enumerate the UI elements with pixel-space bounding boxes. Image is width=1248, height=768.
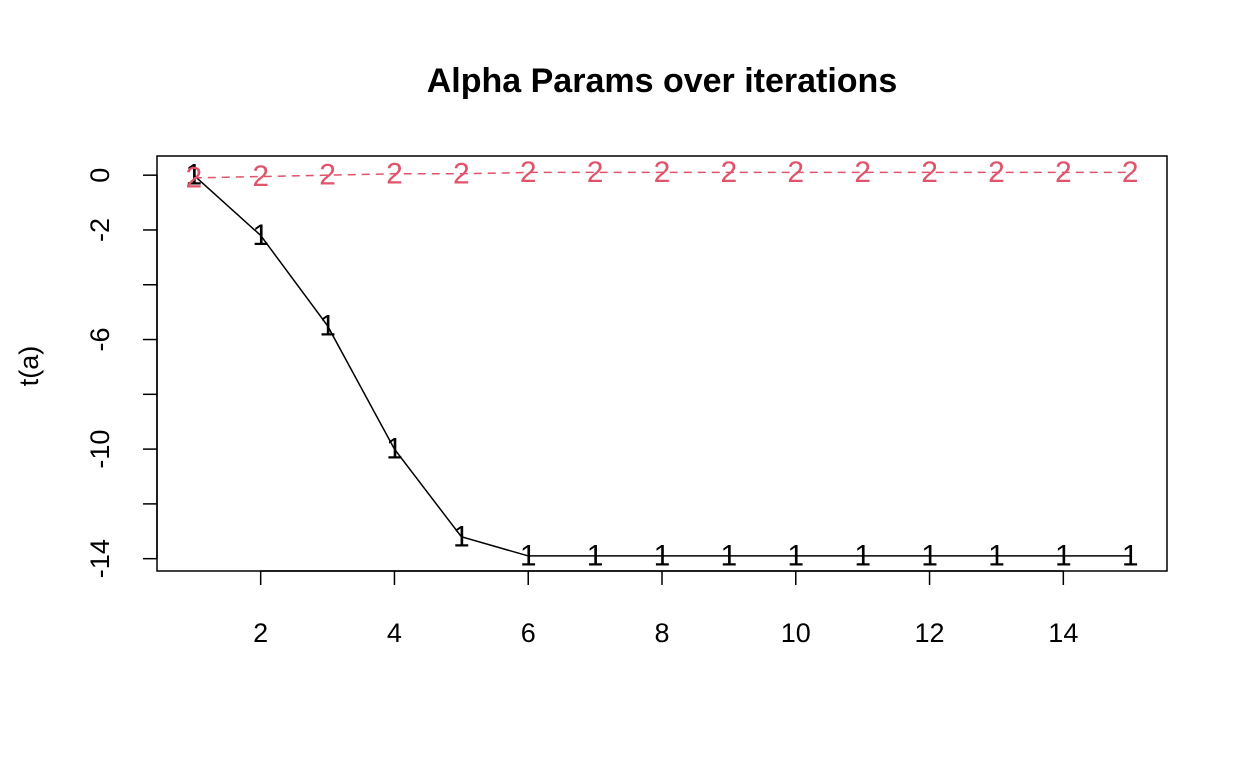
data-point: 1 — [386, 433, 403, 466]
data-point: 1 — [1122, 539, 1139, 572]
data-point: 1 — [185, 159, 202, 192]
data-point: 1 — [520, 539, 537, 572]
data-point: 1 — [319, 309, 336, 342]
data-point: 2 — [185, 161, 202, 194]
y-axis: 0 -2 -6 -10 -14 — [85, 168, 158, 578]
data-point: 2 — [520, 156, 537, 189]
data-point: 2 — [453, 157, 470, 190]
x-tick-label: 6 — [521, 618, 536, 648]
data-point: 1 — [587, 539, 604, 572]
data-point: 2 — [921, 156, 938, 189]
series-line — [193, 174, 1131, 557]
chart-title: Alpha Params over iterations — [427, 62, 898, 100]
plot-frame — [156, 155, 1168, 572]
x-tick-label: 14 — [1048, 618, 1078, 648]
series-line — [193, 171, 1131, 179]
data-point: 2 — [654, 156, 671, 189]
data-point: 1 — [654, 539, 671, 572]
data-point: 1 — [252, 219, 269, 252]
data-point: 1 — [721, 539, 738, 572]
data-point: 2 — [1122, 156, 1139, 189]
x-tick-label: 12 — [915, 618, 945, 648]
data-point: 1 — [921, 539, 938, 572]
x-axis: 2 4 6 8 10 12 14 — [253, 570, 1078, 648]
data-point: 1 — [787, 539, 804, 572]
y-tick-label: -6 — [85, 328, 115, 352]
data-point: 1 — [988, 539, 1005, 572]
y-tick-label: -2 — [85, 218, 115, 242]
x-tick-label: 2 — [253, 618, 268, 648]
data-point: 2 — [252, 160, 269, 193]
y-tick-label: -14 — [85, 539, 115, 578]
series-2: 2 2 2 2 2 2 2 2 2 2 2 2 2 2 2 — [185, 156, 1138, 194]
y-tick-label: 0 — [85, 168, 115, 183]
data-point: 2 — [319, 159, 336, 192]
y-tick-label: -10 — [85, 430, 115, 469]
series-1: 1 1 1 1 1 1 1 1 1 1 1 1 1 1 1 — [185, 159, 1138, 573]
data-point: 2 — [721, 156, 738, 189]
data-point: 2 — [854, 156, 871, 189]
x-tick-label: 4 — [387, 618, 402, 648]
data-point: 2 — [1055, 156, 1072, 189]
data-point: 1 — [453, 520, 470, 553]
data-point: 1 — [1055, 539, 1072, 572]
data-point: 2 — [988, 156, 1005, 189]
x-tick-label: 10 — [781, 618, 811, 648]
x-tick-label: 8 — [654, 618, 669, 648]
data-point: 2 — [386, 157, 403, 190]
y-axis-label: t(a) — [14, 346, 44, 387]
data-point: 2 — [587, 156, 604, 189]
data-point: 1 — [854, 539, 871, 572]
data-point: 2 — [787, 156, 804, 189]
